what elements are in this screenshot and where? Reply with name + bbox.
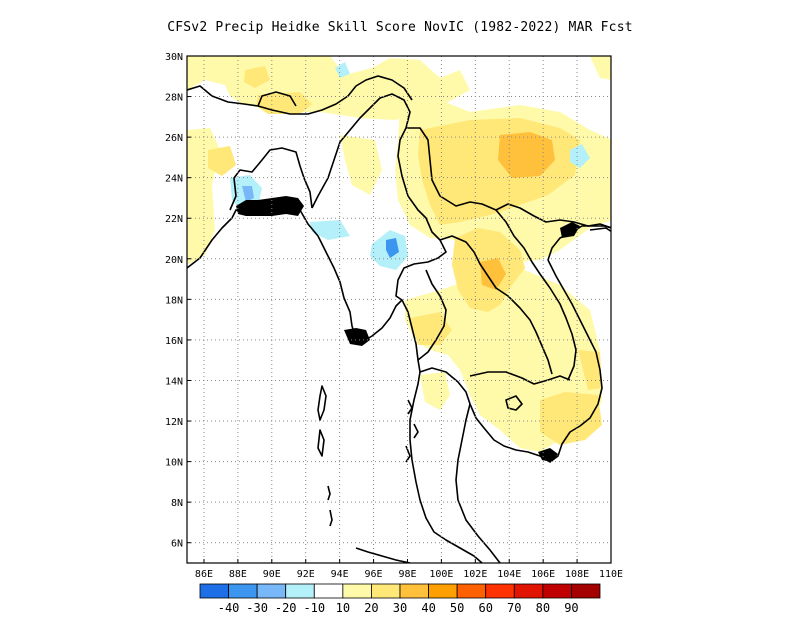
colorbar-swatch bbox=[342, 583, 372, 599]
skill-region-negative-coast bbox=[310, 220, 350, 240]
colorbar-swatch bbox=[399, 583, 429, 599]
map-frame bbox=[186, 55, 612, 564]
lon-tick-label: 88E bbox=[229, 569, 247, 580]
colorbar-label: 90 bbox=[564, 601, 578, 615]
colorbar-label: 60 bbox=[478, 601, 492, 615]
lon-tick-label: 108E bbox=[565, 569, 589, 580]
island-andaman-north bbox=[317, 385, 327, 421]
lat-tick-label: 12N bbox=[165, 417, 183, 428]
lon-tick-label: 86E bbox=[195, 569, 213, 580]
lon-tick-label: 92E bbox=[297, 569, 315, 580]
lon-tick-label: 100E bbox=[429, 569, 453, 580]
colorbar-label: -20 bbox=[275, 601, 297, 615]
island-andaman-south bbox=[317, 429, 325, 457]
skill-region-far-east-10-20 bbox=[590, 56, 611, 80]
colorbar-label: 50 bbox=[450, 601, 464, 615]
island-nicobar bbox=[327, 485, 331, 501]
border-thailand-cambodia bbox=[469, 371, 571, 385]
dotted-grid bbox=[187, 56, 611, 563]
colorbar-swatch bbox=[371, 583, 401, 599]
border-bhutan bbox=[257, 91, 297, 107]
coastline-sumatra bbox=[355, 547, 411, 563]
colorbar-label: 70 bbox=[507, 601, 521, 615]
colorbar-label: 10 bbox=[336, 601, 350, 615]
lat-tick-label: 10N bbox=[165, 458, 183, 469]
colorbar-label: 40 bbox=[421, 601, 435, 615]
skill-region-guangxi-30-40 bbox=[498, 132, 555, 178]
lake-tonle-sap bbox=[505, 395, 523, 411]
ganges-delta bbox=[236, 196, 304, 216]
coastline-malay-peninsula bbox=[455, 403, 501, 563]
colorbar-swatch bbox=[513, 583, 544, 599]
skill-region-negative-east bbox=[570, 144, 590, 168]
colorbar-label: 20 bbox=[364, 601, 378, 615]
colorbar: -40 -30 -20 -10 10 20 30 40 50 60 70 80 90 bbox=[199, 583, 601, 615]
mekong-delta bbox=[538, 448, 558, 462]
border-laos-thailand bbox=[439, 235, 553, 375]
skill-region-negative-bangladesh-core bbox=[242, 186, 254, 202]
lat-tick-label: 16N bbox=[165, 336, 183, 347]
skill-region-vietnam-s-20-30 bbox=[540, 392, 602, 445]
axis-ticks: 86E 88E 90E 92E 94E 96E 98E 100E 102E 104E 106E 108… bbox=[165, 52, 623, 580]
skill-region-myanmar-central-10-20 bbox=[340, 135, 382, 195]
lat-tick-label: 20N bbox=[165, 255, 183, 266]
colorbar-swatch bbox=[285, 583, 315, 599]
lat-tick-label: 28N bbox=[165, 93, 183, 104]
lat-tick-label: 26N bbox=[165, 133, 183, 144]
lat-tick-label: 6N bbox=[171, 539, 183, 550]
colorbar-swatch bbox=[256, 583, 287, 599]
lon-tick-label: 104E bbox=[497, 569, 521, 580]
colorbar-swatch bbox=[313, 583, 344, 599]
colorbar-label: 80 bbox=[536, 601, 550, 615]
lon-tick-label: 90E bbox=[263, 569, 281, 580]
island-nicobar-2 bbox=[329, 509, 333, 527]
coastline-hainan bbox=[589, 227, 611, 233]
lat-tick-label: 8N bbox=[171, 498, 183, 509]
skill-region-assam-20-30 bbox=[256, 92, 312, 114]
skill-region-laos-north-30-40 bbox=[480, 258, 506, 290]
border-thailand-myanmar bbox=[417, 269, 447, 361]
red-river-delta bbox=[560, 222, 580, 238]
skill-shading bbox=[187, 56, 611, 452]
colorbar-swatch bbox=[542, 583, 572, 599]
border-laos-vietnam bbox=[495, 209, 577, 381]
lat-tick-label: 14N bbox=[165, 376, 183, 387]
lat-tick-label: 30N bbox=[165, 52, 183, 63]
border-himalaya bbox=[187, 75, 413, 115]
lon-tick-label: 96E bbox=[365, 569, 383, 580]
skill-region-tibet-20-30 bbox=[244, 66, 270, 88]
colorbar-label: -30 bbox=[246, 601, 268, 615]
colorbar-swatch bbox=[485, 583, 515, 599]
colorbar-swatch bbox=[199, 583, 229, 599]
colorbar-swatch bbox=[428, 583, 458, 599]
lon-tick-label: 110E bbox=[599, 569, 623, 580]
lat-tick-label: 18N bbox=[165, 295, 183, 306]
colorbar-label: 30 bbox=[393, 601, 407, 615]
skill-region-negative-myanmar-core bbox=[386, 238, 399, 258]
colorbar-swatch bbox=[456, 583, 487, 599]
skill-region-india-west-20-30 bbox=[208, 146, 236, 176]
irrawaddy-delta bbox=[344, 328, 370, 346]
lat-tick-label: 22N bbox=[165, 214, 183, 225]
lon-tick-label: 106E bbox=[531, 569, 555, 580]
colorbar-label: -10 bbox=[303, 601, 325, 615]
lat-tick-label: 24N bbox=[165, 174, 183, 185]
border-myanmar bbox=[311, 93, 447, 301]
lon-tick-label: 98E bbox=[398, 569, 416, 580]
skill-region-peninsula-10-20 bbox=[420, 372, 450, 410]
lon-tick-label: 102E bbox=[463, 569, 487, 580]
colorbar-swatch bbox=[228, 583, 258, 599]
page-title: CFSv2 Precip Heidke Skill Score NovIC (1… bbox=[167, 20, 633, 35]
lon-tick-label: 94E bbox=[331, 569, 349, 580]
skill-region-negative-north bbox=[335, 62, 350, 78]
colorbar-swatch bbox=[571, 583, 601, 599]
colorbar-label: -40 bbox=[218, 601, 240, 615]
coastline-gulf-of-thailand bbox=[419, 225, 611, 463]
delta-coastlines bbox=[236, 196, 580, 462]
